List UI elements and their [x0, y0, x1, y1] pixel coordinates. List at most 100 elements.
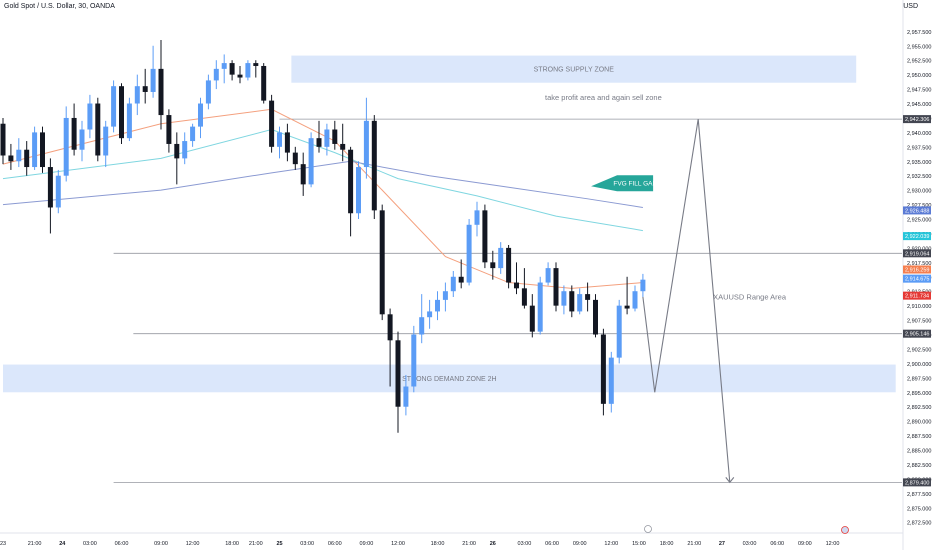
candle-body — [324, 129, 330, 147]
price-tick-label: 2,910.000 — [907, 304, 931, 310]
candle — [553, 262, 559, 312]
candle — [324, 123, 330, 156]
candle — [63, 106, 69, 182]
candle-body — [442, 291, 448, 300]
candle-body — [221, 63, 227, 69]
candle-body — [40, 132, 45, 168]
candle-body — [237, 74, 243, 78]
candle — [403, 374, 409, 416]
candle-body — [126, 103, 132, 139]
callout-fvg-fill-gap — [591, 175, 654, 192]
candle-body — [158, 68, 164, 116]
callout-label: FVG FILL GAP — [613, 181, 656, 188]
time-tick-label: 18:00 — [225, 541, 239, 547]
candle — [506, 245, 512, 289]
candle — [300, 152, 306, 196]
candle — [190, 123, 196, 147]
candle — [103, 120, 109, 168]
candle-body — [450, 276, 456, 292]
candle — [521, 268, 527, 309]
candle-body — [16, 149, 22, 162]
candle-body — [150, 68, 156, 92]
candle-body — [24, 149, 30, 168]
candle-body — [498, 247, 504, 269]
level-tag-top — [903, 115, 931, 124]
price-tick-label: 2,917.500 — [907, 261, 931, 267]
candle — [640, 273, 646, 297]
candle-body — [514, 282, 519, 289]
candle-body — [616, 305, 622, 358]
time-tick-label: 25 — [276, 541, 282, 547]
price-tag — [903, 291, 931, 300]
candle-body — [300, 164, 306, 185]
candle — [174, 132, 180, 185]
candle-body — [71, 117, 77, 150]
price-tick-label: 2,885.000 — [907, 449, 931, 455]
price-tick-label: 2,952.500 — [907, 59, 931, 65]
candle — [308, 132, 314, 188]
candle-body — [640, 279, 646, 292]
price-tick-label: 2,937.500 — [907, 145, 931, 151]
time-tick-label: 21:00 — [462, 541, 476, 547]
candle-body — [458, 276, 464, 283]
candle — [229, 60, 235, 81]
price-tick-label: 2,897.500 — [907, 376, 931, 382]
candle-body — [55, 175, 61, 208]
candle-body — [569, 291, 575, 312]
candle-body — [387, 314, 393, 341]
time-tick-label: 03:00 — [518, 541, 532, 547]
candle — [198, 97, 203, 139]
candle — [490, 250, 496, 280]
candle — [221, 54, 227, 84]
candle-body — [166, 115, 172, 144]
price-tick-label: 2,900.000 — [907, 362, 931, 368]
time-tick-label: 15:00 — [632, 541, 646, 547]
candle — [205, 74, 211, 110]
level-tag-lower-range — [903, 329, 931, 338]
time-tick-label: 06:00 — [545, 541, 559, 547]
candle-body — [134, 86, 140, 104]
time-tick-label: 12:00 — [391, 541, 405, 547]
price-tick-label: 2,902.500 — [907, 347, 931, 353]
price-tick-label: 2,875.000 — [907, 506, 931, 512]
zone-supply — [291, 55, 857, 83]
candle-body — [561, 291, 567, 306]
time-tick-label: 23 — [0, 541, 6, 547]
candle — [608, 351, 614, 413]
candle — [474, 201, 480, 237]
candle — [55, 169, 61, 214]
candle-body — [308, 138, 314, 185]
candle-body — [403, 386, 409, 407]
candle-body — [32, 132, 38, 168]
annotation-range: XAUUSD Range Area — [713, 292, 787, 301]
candle-body — [0, 123, 6, 156]
symbol-title: Gold Spot / U.S. Dollar, 30, OANDA — [4, 3, 115, 10]
candle — [292, 146, 298, 170]
price-tick-label: 2,932.500 — [907, 174, 931, 180]
candle-body — [419, 317, 425, 335]
candle — [537, 276, 543, 335]
candle-body — [213, 68, 219, 81]
candle-body — [87, 103, 93, 130]
candle-body — [245, 63, 251, 78]
price-tag — [903, 232, 931, 241]
candle — [24, 141, 30, 176]
time-tick-label: 12:00 — [186, 541, 200, 547]
candle-body — [435, 299, 440, 312]
time-tick-label: 06:00 — [115, 541, 129, 547]
candle-body — [593, 299, 598, 335]
moving-average-fast — [2, 108, 643, 289]
price-tick-label: 2,872.500 — [907, 521, 931, 527]
time-tick-label: 06:00 — [770, 541, 784, 547]
candle-body — [119, 86, 124, 139]
candle — [340, 123, 346, 162]
candle — [624, 276, 630, 315]
price-tick-label: 2,957.500 — [907, 30, 931, 36]
candle-body — [261, 65, 267, 101]
time-tick-label: 09:00 — [154, 541, 168, 547]
candle-body — [229, 63, 235, 75]
level-tag-upper-range — [903, 249, 931, 258]
price-tick-label: 2,947.500 — [907, 88, 931, 94]
candle-body — [506, 247, 512, 283]
